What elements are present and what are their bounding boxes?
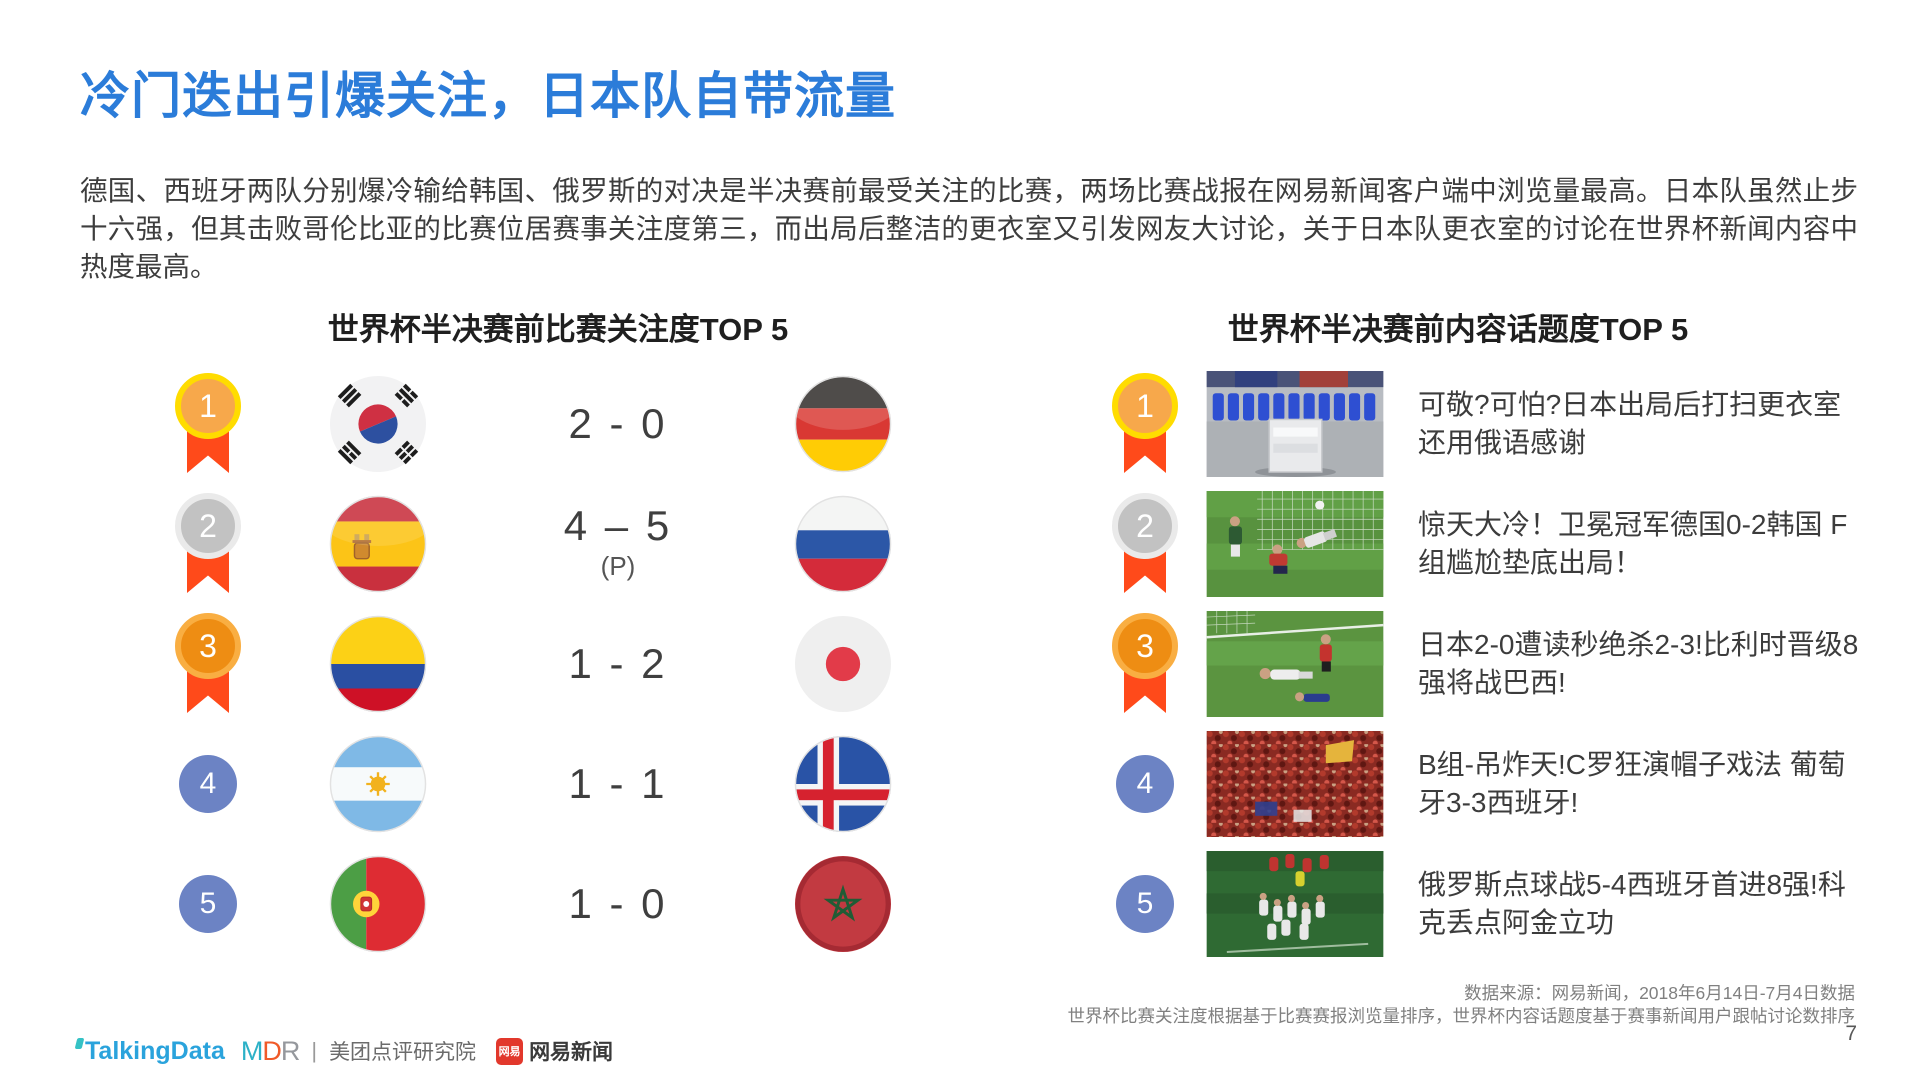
topic-ranking-list: 1 可敬?可怕? bbox=[1100, 364, 1860, 964]
medal-disc: 2 bbox=[175, 493, 241, 559]
data-source-note: 数据来源：网易新闻，2018年6月14日-7月4日数据 世界杯比赛关注度根据基于… bbox=[1068, 982, 1856, 1028]
match-score: 1 - 0 bbox=[568, 879, 668, 927]
mdr-logo: MDR bbox=[241, 1036, 300, 1067]
meituan-dianping-institute-label: 美团点评研究院 bbox=[329, 1041, 477, 1064]
rank-5-badge: 5 bbox=[179, 875, 237, 933]
rank-1-gold-medal-icon: 1 bbox=[169, 373, 247, 475]
topic-headline: 可敬?可怕?日本出局后打扫更衣室 还用俄语感谢 bbox=[1418, 389, 1842, 458]
match-score: 1 - 2 bbox=[568, 639, 668, 687]
rank-1-gold-medal-icon: 1 bbox=[1106, 373, 1184, 475]
match-row-2: 2 4 – 5 (P) bbox=[128, 484, 918, 604]
mdr-letter-r: R bbox=[280, 1035, 300, 1066]
rank-number: 5 bbox=[199, 887, 217, 920]
rank-number: 3 bbox=[199, 627, 217, 664]
footer-logos: TalkingData MDR | 美团点评研究院 网易 网易新闻 bbox=[74, 1036, 613, 1067]
japan-flag-icon bbox=[794, 615, 892, 713]
score-cell: 4 – 5 (P) bbox=[564, 504, 672, 583]
germany-flag-icon bbox=[794, 375, 892, 473]
medal-disc: 1 bbox=[1112, 373, 1178, 439]
russia-spain-penalties-thumbnail bbox=[1206, 851, 1384, 957]
medal-disc: 3 bbox=[175, 613, 241, 679]
logo-divider: | bbox=[311, 1038, 318, 1063]
rank-4-badge: 4 bbox=[1116, 755, 1174, 813]
data-source-line1: 数据来源：网易新闻，2018年6月14日-7月4日数据 bbox=[1464, 983, 1855, 1003]
match-score: 4 – 5 bbox=[563, 502, 673, 550]
rank-3-bronze-medal-icon: 3 bbox=[169, 613, 247, 715]
score-cell: 1 - 2 bbox=[568, 639, 668, 687]
rank-5-badge: 5 bbox=[1116, 875, 1174, 933]
talkingdata-logo: TalkingData bbox=[74, 1036, 225, 1066]
score-cell: 2 - 0 bbox=[568, 399, 668, 447]
topic-headline: 惊天大冷！卫冕冠军德国0-2韩国 F组尴尬垫底出局！ bbox=[1418, 509, 1848, 578]
rank-number: 3 bbox=[1136, 627, 1154, 664]
rank-number: 5 bbox=[1136, 887, 1154, 920]
netease-news-label: 网易新闻 bbox=[529, 1041, 614, 1064]
topic-row-3: 3 日本2-0遭读秒绝杀2-3!比利时晋级8强将战巴西! bbox=[1100, 604, 1860, 724]
score-note: (P) bbox=[600, 550, 636, 581]
match-row-3: 3 1 - 2 bbox=[128, 604, 918, 724]
medal-disc: 2 bbox=[1112, 493, 1178, 559]
rank-number: 2 bbox=[1136, 507, 1154, 544]
iceland-flag-icon bbox=[794, 735, 892, 833]
germany-korea-goal-thumbnail bbox=[1206, 491, 1384, 597]
japan-locker-room-thumbnail bbox=[1206, 371, 1384, 477]
japan-belgium-players-thumbnail bbox=[1206, 611, 1384, 717]
netease-news-logo: 网易 网易新闻 bbox=[496, 1036, 613, 1066]
rank-number: 2 bbox=[199, 507, 217, 544]
netease-badge-icon: 网易 bbox=[496, 1037, 524, 1065]
topic-row-1: 1 可敬?可怕? bbox=[1100, 364, 1860, 484]
score-cell: 1 - 1 bbox=[568, 759, 668, 807]
medal-disc: 1 bbox=[175, 373, 241, 439]
match-row-5: 5 1 - 0 bbox=[128, 844, 918, 964]
rank-2-silver-medal-icon: 2 bbox=[1106, 493, 1184, 595]
rank-number: 1 bbox=[199, 387, 217, 424]
russia-flag-icon bbox=[794, 495, 892, 593]
match-ranking-table: 1 2 - 0 bbox=[128, 364, 918, 964]
page-number: 7 bbox=[1845, 1022, 1857, 1045]
argentina-flag-icon bbox=[329, 735, 427, 833]
rank-3-bronze-medal-icon: 3 bbox=[1106, 613, 1184, 715]
topic-row-5: 5 bbox=[1100, 844, 1860, 964]
south-korea-flag-icon bbox=[329, 375, 427, 473]
topic-row-4: 4 B组-吊炸天!C罗狂演帽子戏法 葡萄牙3-3西班牙! bbox=[1100, 724, 1860, 844]
mdr-letter-m: M bbox=[240, 1035, 263, 1066]
data-source-line2: 世界杯比赛关注度根据基于比赛赛报浏览量排序，世界杯内容话题度基于赛事新闻用户跟帖… bbox=[1067, 1006, 1856, 1026]
rank-number: 1 bbox=[1136, 387, 1154, 424]
rank-2-silver-medal-icon: 2 bbox=[169, 493, 247, 595]
match-ranking-title: 世界杯半决赛前比赛关注度TOP 5 bbox=[327, 312, 789, 347]
portugal-flag-icon bbox=[329, 855, 427, 953]
spain-flag-icon bbox=[329, 495, 427, 593]
topic-headline: 俄罗斯点球战5-4西班牙首进8强!科克丢点阿金立功 bbox=[1418, 869, 1846, 938]
medal-disc: 3 bbox=[1112, 613, 1178, 679]
topic-row-2: 2 惊天大冷！卫冕冠军德国0-2韩国 F组尴尬垫底出 bbox=[1100, 484, 1860, 604]
talkingdata-wordmark: TalkingData bbox=[85, 1036, 225, 1065]
portugal-spain-fans-thumbnail bbox=[1206, 731, 1384, 837]
rank-4-badge: 4 bbox=[179, 755, 237, 813]
morocco-flag-icon bbox=[794, 855, 892, 953]
rank-number: 4 bbox=[1136, 767, 1154, 800]
topic-headline: 日本2-0遭读秒绝杀2-3!比利时晋级8强将战巴西! bbox=[1418, 629, 1859, 698]
page-title: 冷门迭出引爆关注，日本队自带流量 bbox=[80, 68, 896, 124]
intro-paragraph: 德国、西班牙两队分别爆冷输给韩国、俄罗斯的对决是半决赛前最受关注的比赛，两场比赛… bbox=[80, 174, 1858, 282]
match-row-1: 1 2 - 0 bbox=[128, 364, 918, 484]
match-row-4: 4 1 - 1 bbox=[128, 724, 918, 844]
mdr-letter-d: D bbox=[262, 1035, 281, 1066]
talkingdata-tick-icon bbox=[74, 1037, 85, 1049]
topic-ranking-title: 世界杯半决赛前内容话题度TOP 5 bbox=[1227, 312, 1689, 347]
score-cell: 1 - 0 bbox=[568, 879, 668, 927]
colombia-flag-icon bbox=[329, 615, 427, 713]
match-score: 1 - 1 bbox=[568, 759, 668, 807]
rank-number: 4 bbox=[199, 767, 217, 800]
topic-headline: B组-吊炸天!C罗狂演帽子戏法 葡萄牙3-3西班牙! bbox=[1418, 749, 1846, 818]
match-score: 2 - 0 bbox=[568, 399, 668, 447]
